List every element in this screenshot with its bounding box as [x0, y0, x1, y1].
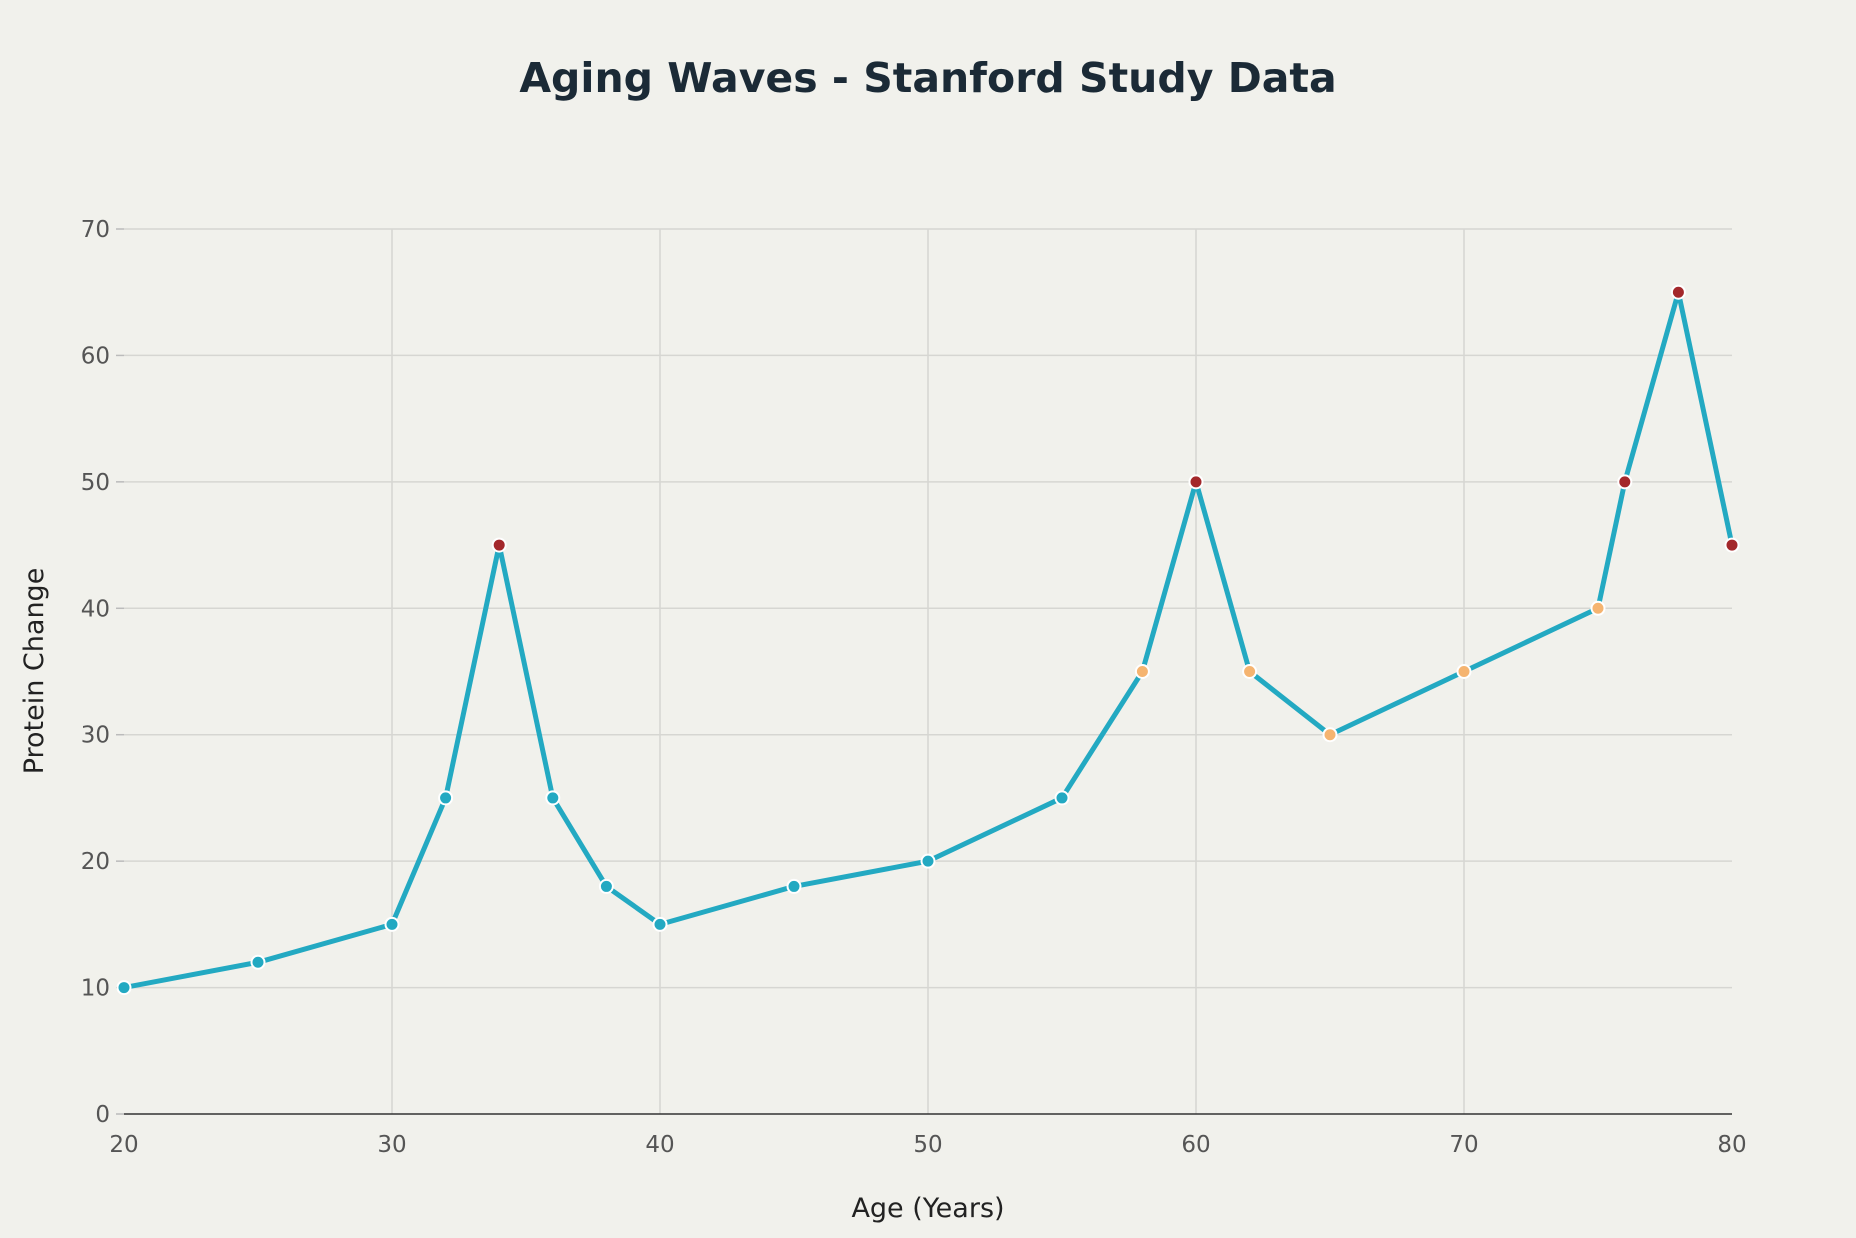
data-point	[1670, 284, 1686, 300]
x-tick-label: 30	[377, 1132, 406, 1158]
data-point	[438, 790, 454, 806]
gridlines	[124, 228, 1732, 1114]
axes: 0 10 20 30 40 50 60 70 20 30 40 50 60 70 80	[81, 217, 1747, 1158]
x-tick-label: 70	[1449, 1132, 1478, 1158]
data-point	[1590, 600, 1606, 616]
series-line	[121, 289, 1735, 991]
series	[116, 284, 1740, 996]
chart-title: Aging Waves - Stanford Study Data	[519, 54, 1336, 102]
data-point	[1456, 664, 1472, 679]
data-point	[652, 916, 668, 932]
data-point	[1242, 664, 1258, 679]
y-tick-label: 40	[81, 596, 110, 622]
x-axis-title: Age (Years)	[851, 1193, 1004, 1224]
data-point	[920, 853, 936, 869]
x-tick-label: 50	[913, 1132, 942, 1158]
x-tick-label: 20	[109, 1132, 138, 1158]
data-point	[250, 954, 266, 970]
y-tick-label: 60	[81, 343, 110, 369]
data-point	[598, 878, 614, 894]
x-tick-label: 60	[1181, 1132, 1210, 1158]
data-point	[1724, 537, 1740, 553]
data-point	[786, 878, 802, 894]
y-tick-label: 0	[95, 1102, 110, 1128]
data-point	[491, 537, 507, 553]
data-point	[116, 980, 132, 996]
y-tick-label: 20	[81, 849, 110, 875]
data-point	[545, 790, 561, 806]
y-axis-title: Protein Change	[19, 568, 50, 775]
y-tick-label: 10	[81, 976, 110, 1002]
data-point	[1322, 727, 1338, 743]
x-tick-label: 80	[1717, 1132, 1746, 1158]
data-point	[1617, 474, 1633, 490]
y-tick-label: 50	[81, 470, 110, 496]
data-point	[1188, 474, 1204, 490]
data-point	[1134, 664, 1150, 679]
x-tick-label: 40	[645, 1132, 674, 1158]
y-tick-label: 70	[81, 217, 110, 243]
data-point	[384, 916, 400, 932]
data-point	[1054, 790, 1070, 806]
y-tick-label: 30	[81, 723, 110, 749]
